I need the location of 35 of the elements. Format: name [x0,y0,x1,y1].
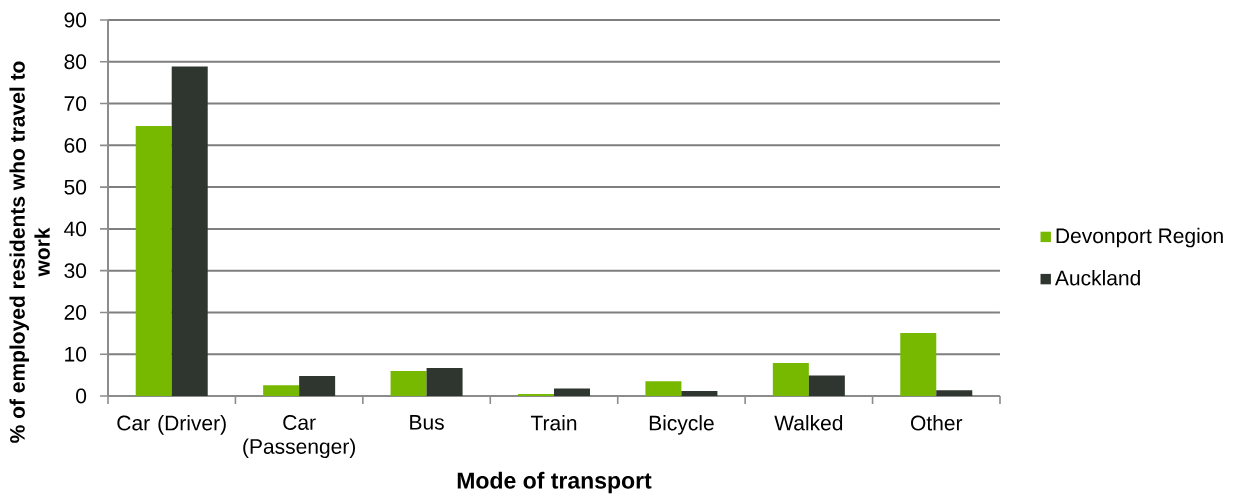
bar [808,375,845,396]
x-tick-label: Train [530,415,577,431]
x-tick-label: Car (Passenger) [243,415,355,459]
x-tick-label: Bus [410,415,444,430]
bar [554,388,590,396]
y-tick-label: 70 [64,96,87,112]
y-axis-title: % of employed residents who travel to work [9,61,50,443]
y-tick-label: 40 [64,221,87,237]
bar [171,66,208,396]
bar [390,370,427,396]
bar [936,390,973,396]
legend-label: Devonport Region [1056,227,1223,248]
x-tick-label: Walked [774,415,843,431]
bar [645,381,682,396]
y-tick-label: 50 [64,179,87,195]
y-tick-label: 20 [64,305,87,320]
bar [681,390,718,396]
x-tick-label: Bicycle [649,415,714,435]
x-tick-label: Other [911,415,963,431]
bar [900,332,937,396]
bar [518,393,554,396]
bar [299,375,336,396]
bar [135,126,172,396]
x-tick-label: Car (Driver) [117,415,226,435]
y-tick-label: 60 [64,137,87,153]
y-tick-label: 0 [76,388,87,404]
bar [263,385,300,396]
y-tick-label: 80 [64,54,87,70]
bar [426,368,463,396]
y-tick-label: 90 [64,12,87,28]
y-tick-label: 30 [64,263,87,279]
y-tick-label: 10 [65,346,87,362]
bar [772,362,809,396]
x-axis-title: Mode of transport [457,471,652,494]
legend-label: Auckland [1054,270,1140,286]
